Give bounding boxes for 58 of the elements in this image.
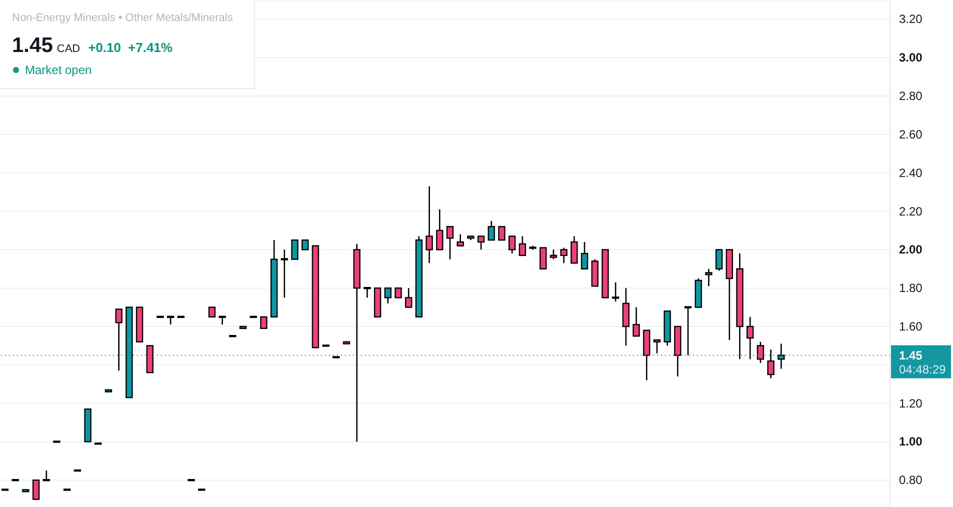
candlestick [115, 308, 122, 372]
candlestick [570, 236, 578, 264]
candlestick [260, 316, 268, 329]
candlestick [384, 287, 392, 304]
candlestick [477, 236, 485, 250]
y-tick-label: 2.20 [899, 204, 923, 218]
text: Non-Energy Minerals • Other Metals/Minerals [12, 12, 233, 24]
y-tick-label: 2.00 [899, 242, 923, 257]
y-tick-label: 0.80 [899, 473, 923, 488]
candlestick [746, 316, 754, 360]
candlestick [208, 306, 216, 318]
candlestick [394, 287, 402, 298]
text: 04:48:29 [899, 362, 946, 376]
candlestick [364, 286, 371, 298]
candlestick [291, 239, 298, 260]
candlestick [74, 469, 82, 472]
candlestick [767, 348, 774, 379]
y-tick-label: 1.80 [899, 281, 923, 296]
candlestick [705, 268, 712, 287]
candlestick [456, 234, 464, 246]
y-tick-label: 3.00 [899, 50, 923, 65]
candlestick [426, 186, 433, 264]
y-tick-label: 3.20 [899, 12, 923, 26]
candlestick [42, 470, 50, 482]
candlestick [498, 226, 506, 241]
annotation: Market open [25, 63, 92, 77]
candlestick [508, 236, 516, 254]
candlestick [405, 287, 412, 308]
candlestick [715, 249, 723, 272]
y-tick-label: 2.60 [899, 127, 923, 142]
candlestick [302, 239, 309, 250]
candlestick [218, 316, 226, 326]
candlestick [518, 236, 526, 256]
y-tick-label: 1.00 [899, 434, 923, 449]
candlestick [560, 247, 568, 264]
y-tick-label: 2.40 [899, 166, 923, 180]
y-tick-label: 1.20 [899, 396, 923, 410]
candlestick [632, 306, 640, 337]
annotation: +0.10 [88, 40, 122, 55]
annotation: 1.45 [12, 34, 53, 58]
candlestick [580, 241, 588, 270]
candlestick [540, 247, 547, 270]
candlestick [446, 226, 454, 260]
candlestick [280, 249, 288, 298]
candlestick [550, 249, 558, 260]
candlestick [488, 220, 495, 241]
candlestick [436, 208, 444, 250]
ref-line-label: 1.45 [899, 348, 923, 362]
y-tick-label: 1.60 [899, 319, 923, 334]
annotation: CAD [56, 43, 80, 55]
candlestick [32, 480, 40, 500]
candlestick [229, 334, 236, 338]
candlestick [612, 282, 620, 302]
y-tick-label: 2.80 [899, 89, 923, 104]
candlestick [756, 341, 764, 364]
candlestick [653, 339, 661, 354]
candlestick [622, 287, 630, 346]
annotation: +7.41% [128, 40, 172, 55]
